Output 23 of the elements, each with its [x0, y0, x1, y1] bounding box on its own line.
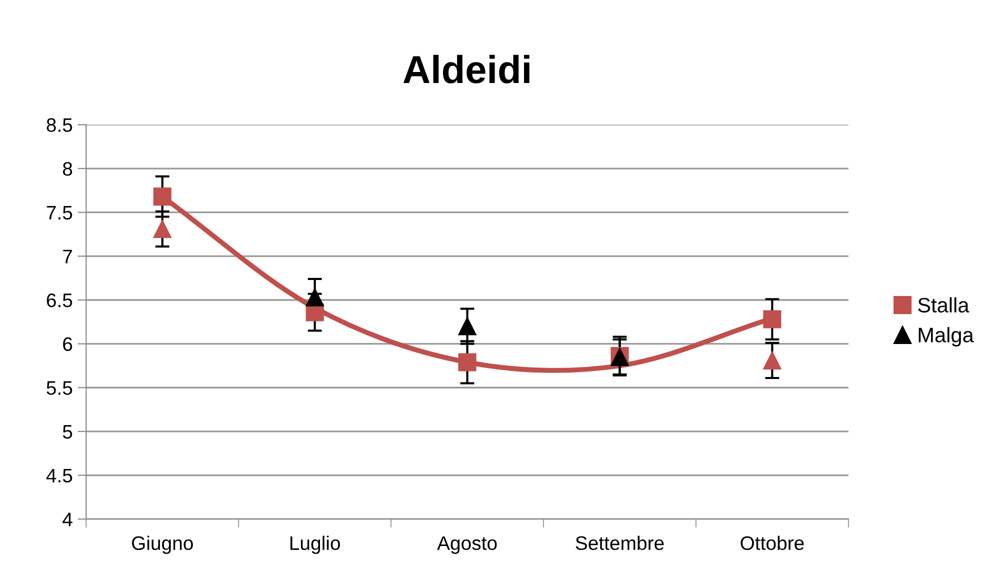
y-tick-label: 8.5 [46, 118, 72, 132]
y-tick-label: 5 [62, 425, 72, 439]
legend-label: Malga [918, 327, 974, 347]
y-tick-label: 6.5 [46, 293, 72, 308]
x-tick-label: Giugno [132, 536, 193, 554]
y-tick-label: 8 [62, 162, 72, 176]
chart-title: Aldeidi [403, 54, 530, 84]
x-tick-label: Ottobre [740, 536, 804, 550]
x-tick-label: Luglio [290, 536, 340, 554]
x-tick-label: Settembre [576, 536, 664, 550]
x-tick-label: Agosto [437, 536, 497, 554]
y-tick-label: 4.5 [46, 468, 72, 483]
y-tick-label: 6 [63, 337, 72, 352]
point [153, 188, 172, 206]
y-tick-label: 4 [62, 512, 72, 526]
y-tick-label: 7 [63, 250, 72, 264]
y-tick-label: 5.5 [46, 381, 72, 395]
y-tick-label: 7.5 [46, 206, 72, 220]
point [306, 288, 324, 306]
point [458, 317, 476, 336]
point [458, 353, 476, 372]
legend-label: Stalla [918, 297, 970, 313]
point [763, 310, 782, 328]
